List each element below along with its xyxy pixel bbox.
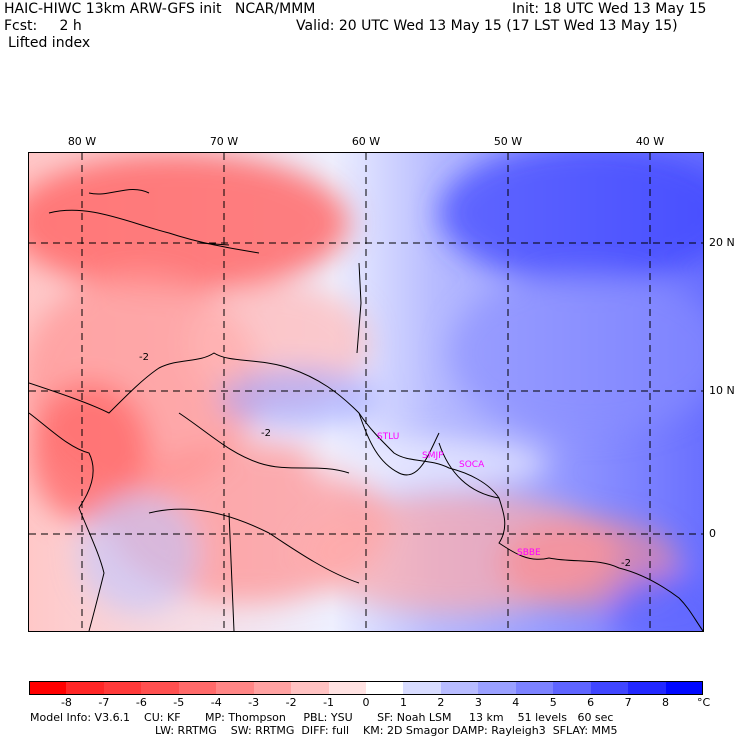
lon-label-80w: 80 W <box>67 135 97 148</box>
colorbar-swatch <box>178 681 217 695</box>
colorbar-swatch <box>515 681 554 695</box>
lon-label-50w: 50 W <box>493 135 523 148</box>
colorbar-tick-label: -3 <box>248 696 260 709</box>
colorbar-tick-label: 3 <box>474 696 482 709</box>
lon-label-70w: 70 W <box>209 135 239 148</box>
colorbar-swatch <box>440 681 479 695</box>
colorbar-tick-label: -4 <box>210 696 222 709</box>
lat-label-equator: 0 <box>709 527 716 540</box>
coastlines <box>29 189 703 631</box>
station-smjp: SMJP <box>422 451 444 461</box>
colorbar-swatch <box>403 681 442 695</box>
colorbar-tick-label: 5 <box>549 696 557 709</box>
chart-title: HAIC-HIWC 13km ARW-GFS init NCAR/MMM <box>4 1 316 17</box>
colorbar-swatch <box>628 681 667 695</box>
colorbar <box>29 681 704 695</box>
colorbar-unit: °C <box>697 696 711 709</box>
shading-field <box>29 153 703 631</box>
model-info-line1: Model Info: V3.6.1 CU: KF MP: Thompson P… <box>30 711 614 724</box>
colorbar-swatch <box>29 681 67 695</box>
colorbar-swatch <box>103 681 142 695</box>
colorbar-swatch <box>253 681 292 695</box>
colorbar-swatch <box>216 681 255 695</box>
contour-label: -2 <box>139 352 149 363</box>
colorbar-swatch <box>66 681 105 695</box>
colorbar-swatch <box>291 681 330 695</box>
colorbar-tick-label: 7 <box>624 696 632 709</box>
colorbar-swatch <box>665 681 704 695</box>
colorbar-tick-label: -5 <box>173 696 185 709</box>
lifted-index-map: -2 -2 -2 STLU SMJP SOCA SBBE <box>29 153 703 631</box>
colorbar-tick-label: 0 <box>362 696 370 709</box>
lat-label-10n: 10 N <box>709 384 735 397</box>
map-canvas <box>29 153 703 631</box>
station-soca: SOCA <box>459 460 485 470</box>
colorbar-swatch <box>478 681 517 695</box>
colorbar-tick-label: 4 <box>512 696 520 709</box>
lon-label-60w: 60 W <box>351 135 381 148</box>
colorbar-swatch <box>553 681 592 695</box>
colorbar-tick-label: -1 <box>323 696 335 709</box>
station-sbbe: SBBE <box>517 548 541 558</box>
colorbar-tick-label: -2 <box>285 696 297 709</box>
colorbar-swatch <box>141 681 180 695</box>
colorbar-tick-label: -8 <box>60 696 72 709</box>
colorbar-swatch <box>590 681 629 695</box>
lon-label-40w: 40 W <box>635 135 665 148</box>
valid-time: Valid: 20 UTC Wed 13 May 15 (17 LST Wed … <box>296 18 678 34</box>
colorbar-tick-label: 2 <box>437 696 445 709</box>
colorbar-tick-label: 1 <box>399 696 407 709</box>
station-stlu: STLU <box>377 432 400 442</box>
lat-lon-grid <box>29 153 703 631</box>
colorbar-swatch <box>366 681 404 695</box>
colorbar-tick-label: 6 <box>587 696 595 709</box>
colorbar-border <box>29 681 703 695</box>
colorbar-swatch <box>328 681 367 695</box>
lat-label-20n: 20 N <box>709 236 735 249</box>
forecast-hour: Fcst: 2 h <box>4 18 82 34</box>
field-name: Lifted index <box>8 35 91 51</box>
colorbar-tick-label: -6 <box>135 696 147 709</box>
model-info-line2: LW: RRTMG SW: RRTMG DIFF: full KM: 2D Sm… <box>155 724 618 737</box>
contour-label: -2 <box>621 558 631 569</box>
contour-label: -2 <box>261 428 271 439</box>
colorbar-tick-label: -7 <box>98 696 110 709</box>
init-time: Init: 18 UTC Wed 13 May 15 <box>512 1 707 17</box>
colorbar-tick-label: 8 <box>662 696 670 709</box>
